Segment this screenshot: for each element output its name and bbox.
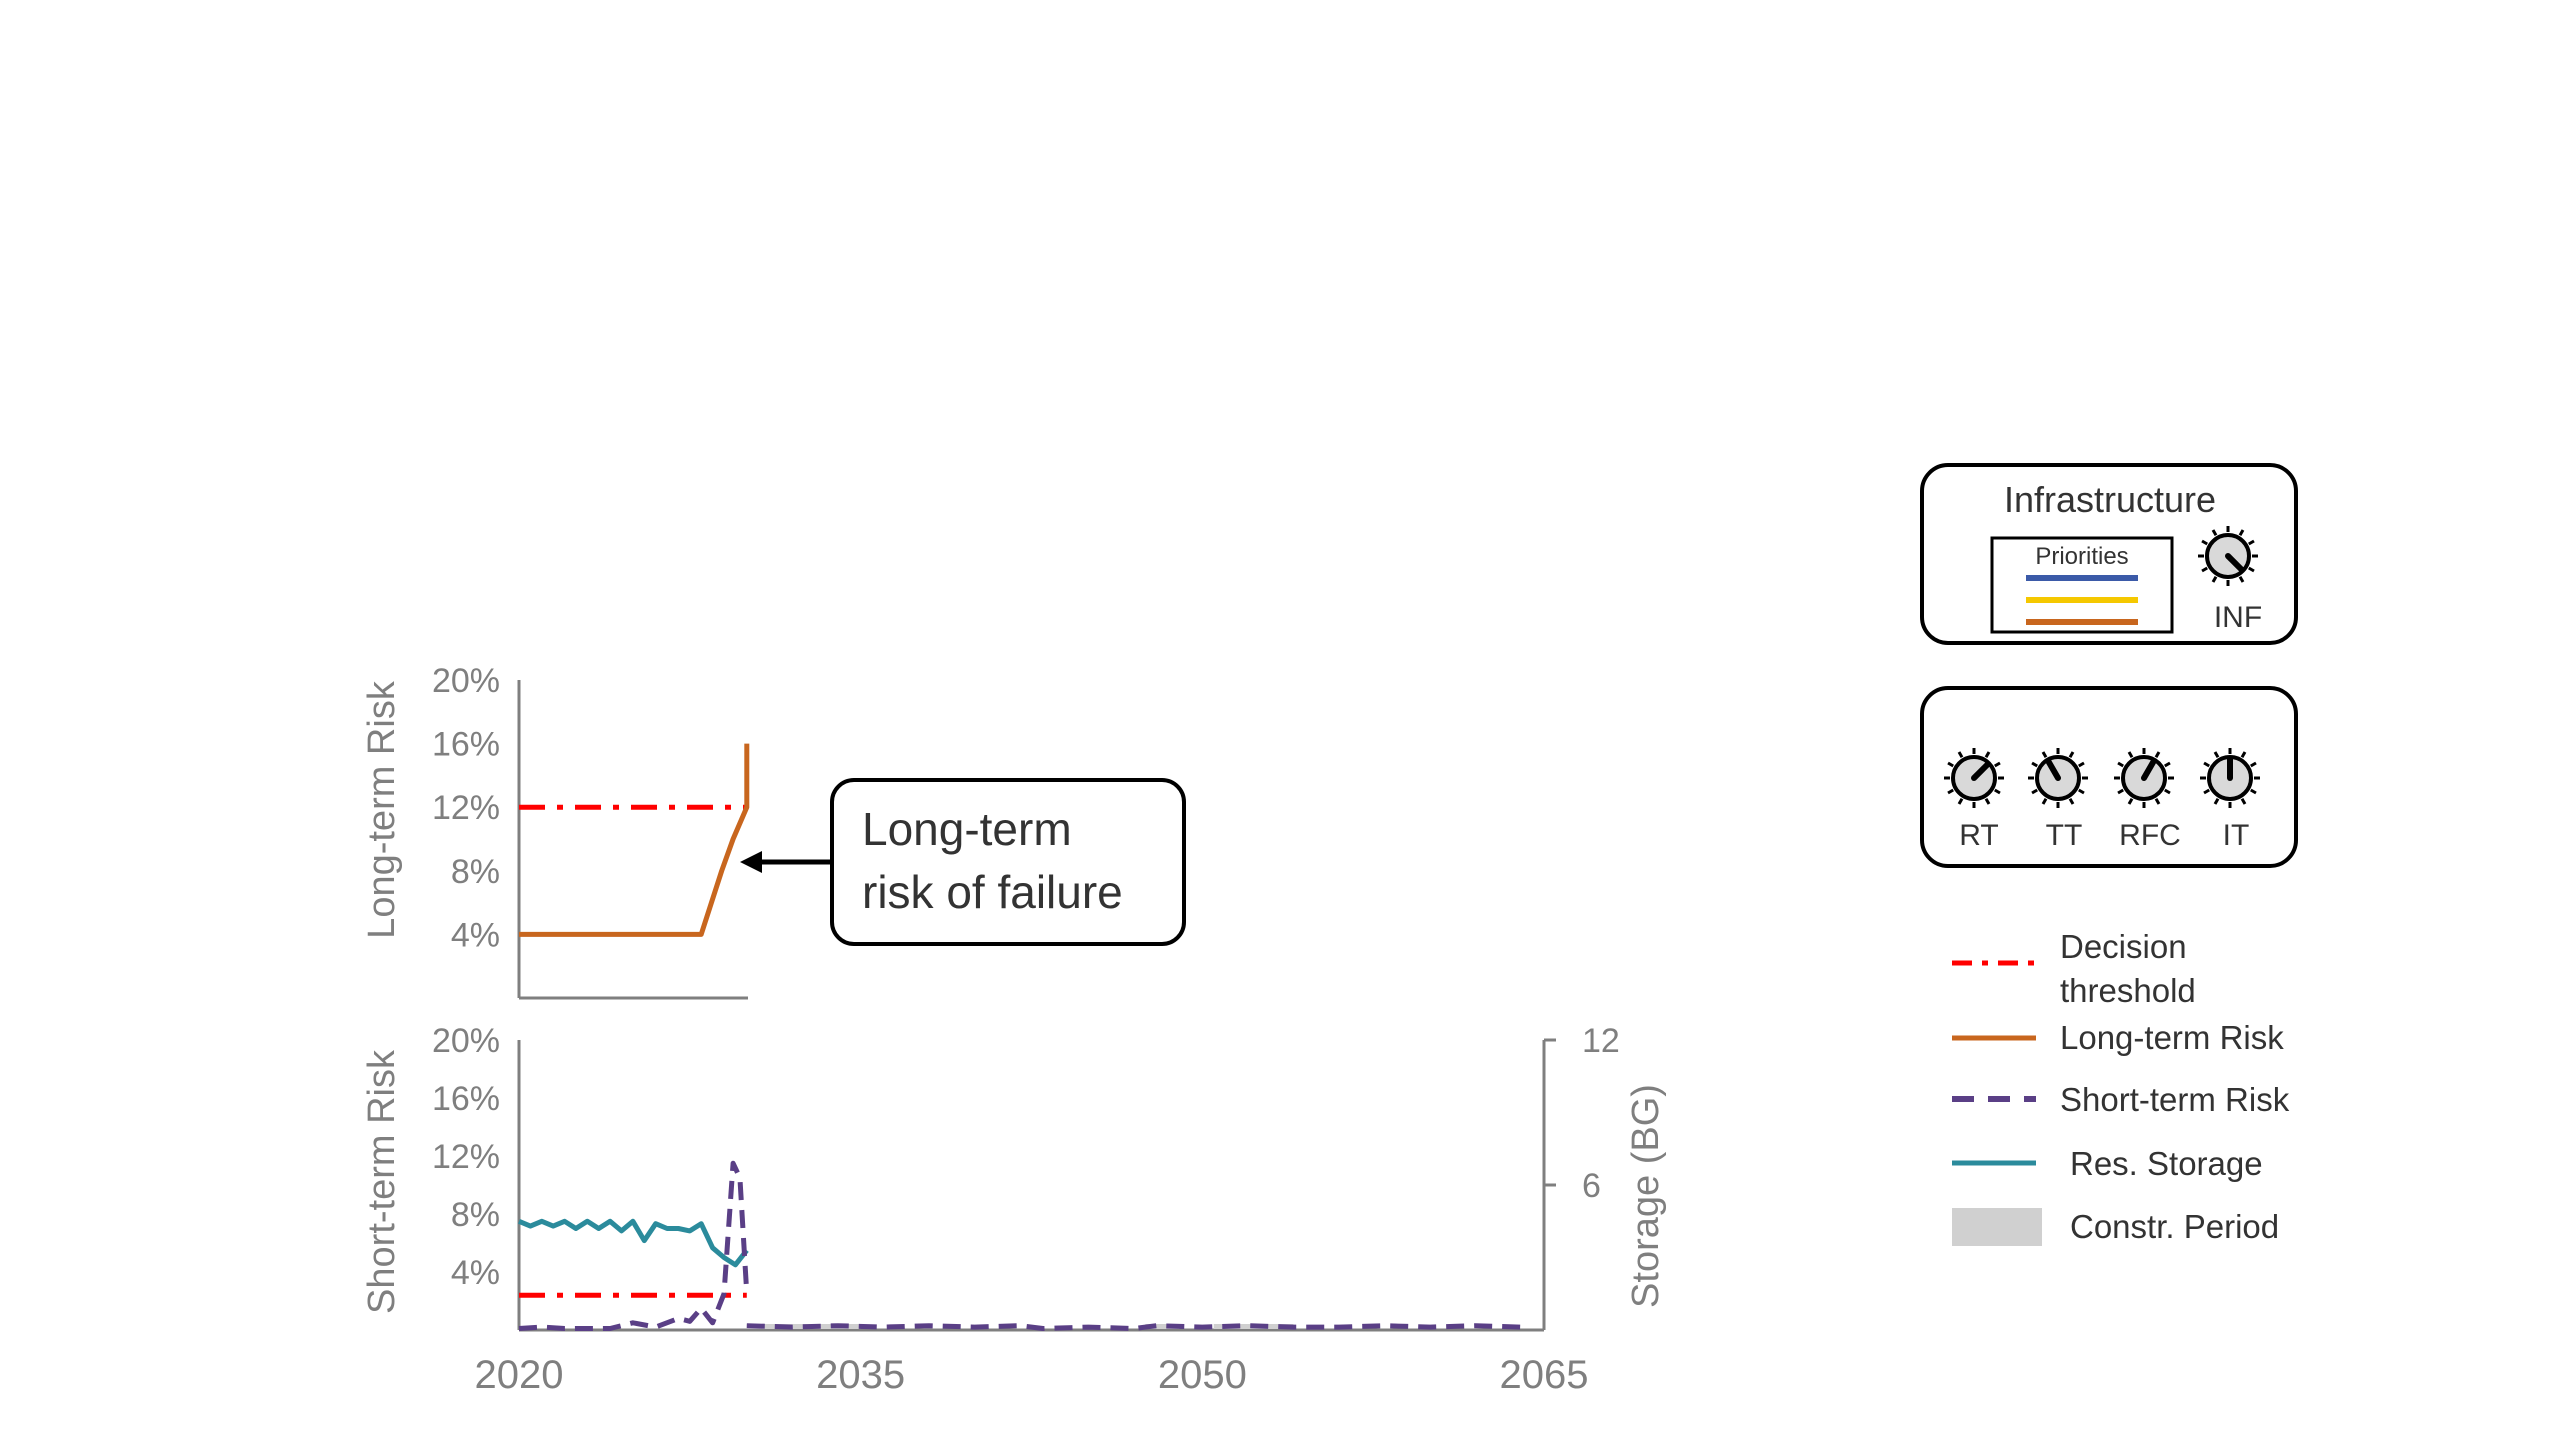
top-y-tick-label: 12% (432, 789, 500, 827)
policy-knobs-box: RT TT RFC IT (1920, 686, 2298, 868)
knob-label-tt: TT (2046, 819, 2083, 852)
y2-tick-label: 12 (1582, 1022, 1620, 1060)
priorities-box (1990, 536, 2174, 634)
top-y-tick-label: 4% (451, 916, 500, 954)
legend-constr-swatch (1952, 1208, 2042, 1246)
legend-constr-label: Constr. Period (2070, 1208, 2279, 1245)
short-term-risk-tail-line (746, 1323, 1522, 1331)
construction-period-bar (1145, 1324, 1180, 1329)
reservoir-storage-line (518, 1218, 749, 1268)
annotation-line-2: risk of failure (862, 866, 1123, 918)
legend-short-term-label: Short-term Risk (2060, 1081, 2290, 1118)
annotation-arrow-head (740, 851, 762, 873)
legend-long-term-label: Long-term Risk (2060, 1019, 2284, 1056)
legend-decision-threshold-line-2: threshold (2060, 972, 2196, 1009)
legend-storage-label: Res. Storage (2070, 1145, 2263, 1182)
x-tick-label: 2035 (816, 1353, 905, 1397)
annotation-line-1: Long-term (862, 803, 1072, 855)
bottom-y-tick-label: 12% (432, 1138, 500, 1176)
infrastructure-title: Infrastructure (2004, 479, 2216, 520)
top-y-tick-label: 8% (451, 853, 500, 891)
x-tick-label: 2050 (1158, 1353, 1247, 1397)
bottom-y-tick-label: 16% (432, 1080, 500, 1118)
knob-label-rfc: RFC (2119, 819, 2181, 852)
knob-label-rt: RT (1959, 819, 1998, 852)
it-knob-icon (2200, 748, 2260, 808)
legend-decision-threshold-line-1: Decision (2060, 928, 2187, 965)
infrastructure-box: Infrastructure Priorities INF (1920, 463, 2298, 645)
legend: Decision threshold Long-term Risk Short-… (1952, 928, 2290, 1246)
inf-label: INF (2214, 601, 2262, 634)
bottom-y-tick-label: 8% (451, 1196, 500, 1234)
top-y-axis-label: Long-term Risk (361, 680, 403, 939)
bottom-panel: 20% 16% 12% 8% 4% 12 6 Short-term Risk Storag… (361, 1022, 1667, 1397)
bottom-y-axis-label: Short-term Risk (361, 1049, 403, 1314)
top-y-tick-label: 20% (432, 662, 500, 700)
x-tick-label: 2065 (1500, 1353, 1589, 1397)
rt-knob-icon (1944, 748, 2004, 808)
long-term-risk-line (519, 743, 750, 937)
top-y-tick-label: 16% (432, 726, 500, 764)
inf-knob-icon (2198, 526, 2258, 586)
rfc-knob-icon (2114, 748, 2174, 808)
y2-tick-label: 6 (1582, 1167, 1601, 1205)
x-tick-label: 2020 (475, 1353, 564, 1397)
bottom-y-tick-label: 4% (451, 1254, 500, 1292)
bottom-y2-axis-label: Storage (BG) (1625, 1084, 1667, 1308)
top-panel: 20% 16% 12% 8% 4% Long-term Risk (361, 662, 750, 1000)
priorities-label: Priorities (2035, 543, 2128, 570)
policy-knobs-frame (1920, 686, 2298, 868)
tt-knob-icon (2028, 748, 2088, 808)
knob-label-it: IT (2223, 819, 2250, 852)
annotation: Long-term risk of failure (740, 778, 1186, 946)
bottom-y-tick-label: 20% (432, 1022, 500, 1060)
